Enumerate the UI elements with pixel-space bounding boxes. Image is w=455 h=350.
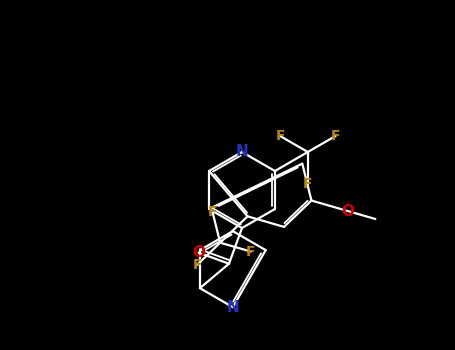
Text: O: O: [341, 204, 354, 219]
Text: N: N: [227, 300, 239, 315]
Text: F: F: [331, 129, 340, 143]
Text: F: F: [303, 177, 313, 191]
Text: F: F: [208, 205, 217, 219]
Text: F: F: [246, 245, 256, 259]
Text: F: F: [192, 258, 202, 272]
Text: N: N: [236, 145, 248, 160]
Text: O: O: [192, 245, 205, 260]
Text: F: F: [275, 129, 285, 143]
